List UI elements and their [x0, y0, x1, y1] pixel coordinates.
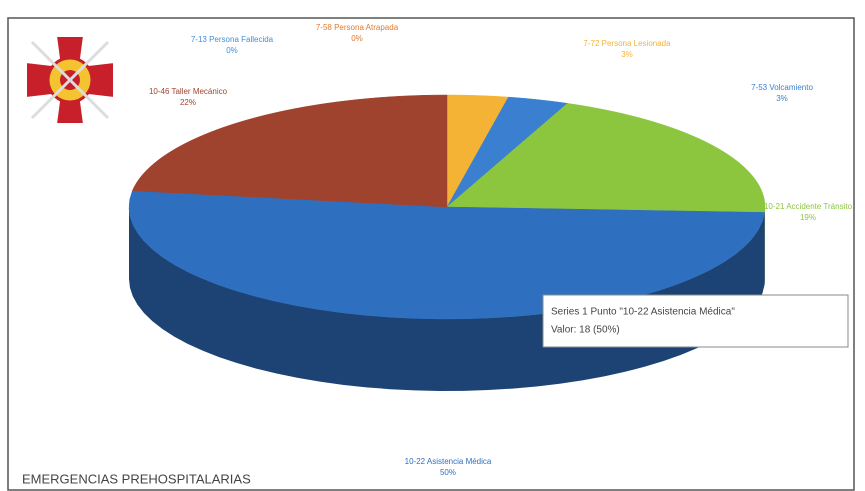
slice-label: 10-46 Taller Mecánico [149, 87, 228, 96]
logo [25, 35, 115, 125]
pie-slice [446, 103, 766, 213]
slice-label: 7-53 Volcamiento [751, 83, 813, 92]
slice-value-label: 0% [226, 46, 238, 55]
tooltip-box [542, 294, 849, 348]
slice-value-label: 19% [800, 213, 816, 222]
tooltip: Series 1 Punto "10-22 Asistencia Médica"… [542, 294, 849, 348]
slice-label: 7-13 Persona Fallecida [191, 35, 274, 44]
slice-value-label: 50% [440, 468, 456, 477]
slice-label: 10-22 Asistencia Médica [405, 457, 492, 466]
pie-slice [128, 190, 765, 320]
slice-value-label: 0% [351, 34, 363, 43]
slice-label: 10-21 Accidente Tránsito [764, 202, 853, 211]
tooltip-line: Series 1 Punto "10-22 Asistencia Médica" [551, 307, 735, 318]
slice-value-label: 3% [621, 50, 633, 59]
slice-label: 7-72 Persona Lesionada [583, 39, 671, 48]
slice-label: 7-58 Persona Atrapada [316, 23, 399, 32]
chart-title: EMERGENCIAS PREHOSPITALARIAS [22, 471, 251, 486]
tooltip-line: Valor: 18 (50%) [551, 325, 620, 336]
pie-slice [131, 94, 448, 208]
pie-slice [446, 94, 509, 208]
pie-slice [446, 96, 569, 208]
slice-value-label: 22% [180, 98, 196, 107]
slice-value-label: 3% [776, 94, 788, 103]
